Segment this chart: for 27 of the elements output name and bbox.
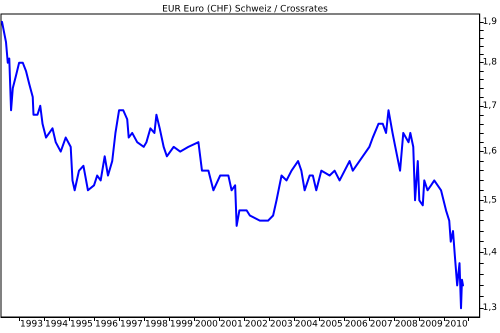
y-tick-label: 1,7 — [482, 100, 498, 111]
x-tick-label: 2007 — [370, 320, 393, 330]
x-tick-label: 2010 — [444, 320, 468, 330]
x-tick-label: 1999 — [170, 320, 194, 330]
x-tick-label: 1996 — [95, 320, 118, 330]
x-tick-label: 1995 — [70, 320, 93, 330]
x-tick-label: 2002 — [244, 320, 268, 330]
x-tick-label: 1993 — [20, 320, 43, 330]
x-tick-label: 2008 — [394, 320, 418, 330]
x-tick-label: 1997 — [120, 320, 143, 330]
y-tick-label: 1,3 — [482, 303, 498, 314]
y-tick-label: 1,5 — [482, 195, 498, 206]
y-tick-label: 1,9 — [482, 16, 498, 27]
x-tick-label: 2000 — [194, 320, 218, 330]
x-tick-label: 2004 — [294, 320, 318, 330]
x-tick-label: 2009 — [420, 320, 443, 330]
y-tick-label: 1,8 — [482, 58, 498, 68]
x-tick-label: 1994 — [45, 320, 68, 330]
x-tick-label: 2006 — [344, 320, 368, 330]
y-tick-label: 1,6 — [482, 146, 498, 157]
x-tick-label: 2001 — [220, 320, 243, 330]
x-tick-label: 1998 — [144, 320, 168, 330]
chart-title: EUR Euro (CHF) Schweiz / Crossrates — [162, 4, 328, 14]
x-tick-label: 2003 — [270, 320, 293, 330]
x-tick-label: 2005 — [320, 320, 343, 330]
line-series — [1, 20, 464, 310]
y-tick-label: 1,4 — [482, 247, 498, 258]
